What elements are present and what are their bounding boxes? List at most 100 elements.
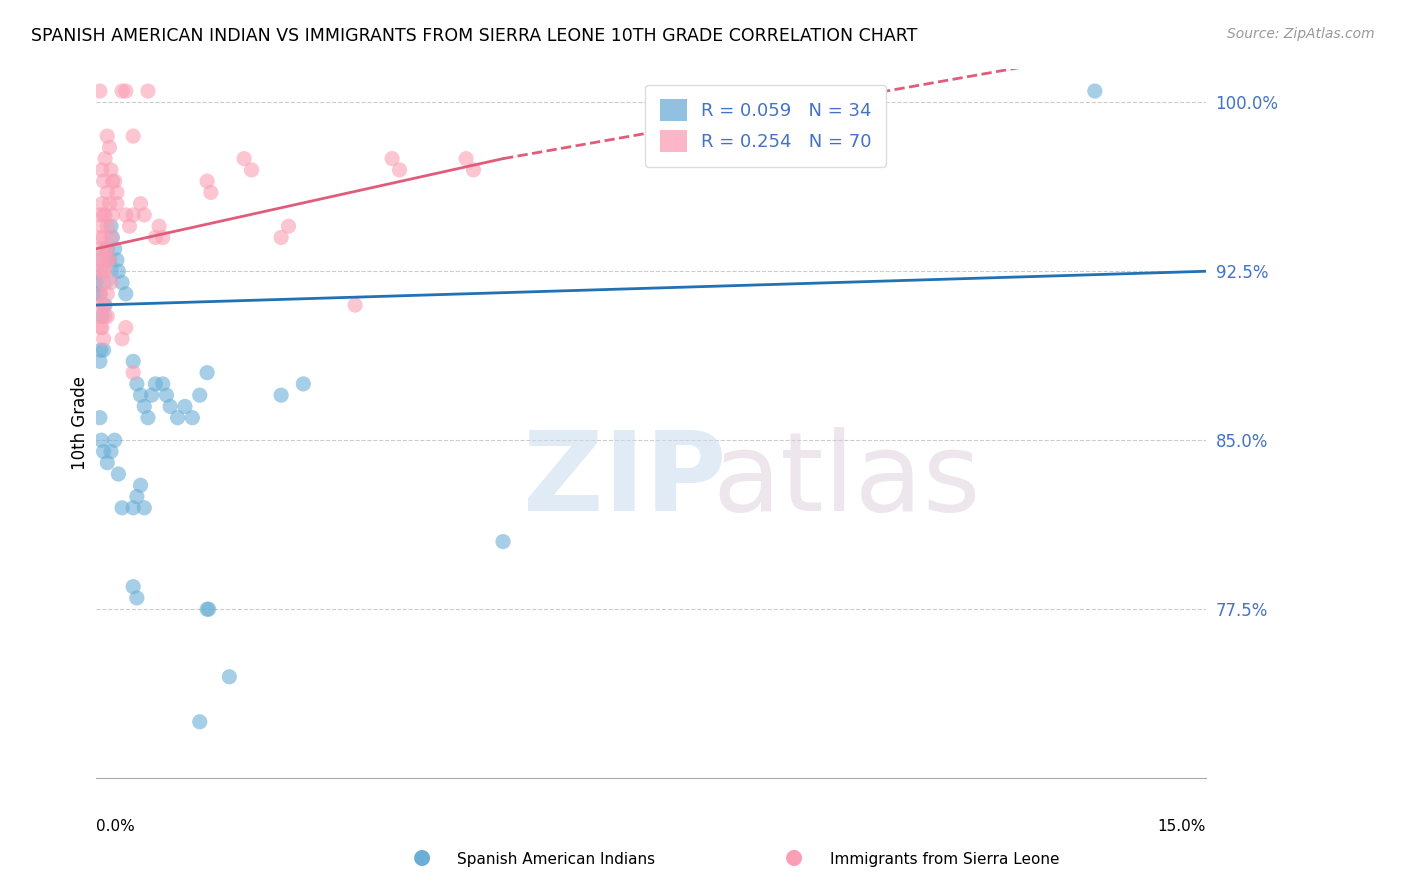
Point	[96, 242, 118, 256]
Text: Source: ZipAtlas.com: Source: ZipAtlas.com	[1227, 27, 1375, 41]
Point	[96, 286, 118, 301]
Point	[93, 343, 115, 358]
Point	[134, 500, 156, 515]
Point	[93, 332, 115, 346]
Point	[96, 186, 118, 200]
Text: Immigrants from Sierra Leone: Immigrants from Sierra Leone	[830, 852, 1059, 867]
Point	[122, 208, 145, 222]
Point	[122, 354, 145, 368]
Point	[90, 230, 112, 244]
Point	[122, 366, 145, 380]
Text: ●: ●	[413, 847, 430, 867]
Point	[122, 129, 145, 144]
Point	[91, 320, 114, 334]
Point	[100, 276, 122, 290]
Point	[463, 162, 485, 177]
Point	[89, 242, 111, 256]
Point	[114, 208, 136, 222]
Point	[344, 298, 367, 312]
Point	[96, 456, 118, 470]
Point	[84, 276, 107, 290]
Point	[104, 434, 127, 448]
Point	[152, 230, 174, 244]
Point	[129, 478, 152, 492]
Point	[98, 252, 121, 267]
Point	[100, 230, 122, 244]
Point	[270, 230, 292, 244]
Point	[136, 84, 159, 98]
Point	[89, 286, 111, 301]
Point	[94, 264, 117, 278]
Point	[145, 376, 167, 391]
Point	[270, 388, 292, 402]
Point	[292, 376, 315, 391]
Point	[141, 388, 163, 402]
Point	[89, 310, 111, 324]
Point	[89, 410, 111, 425]
Point	[98, 196, 121, 211]
Point	[96, 252, 118, 267]
Text: Spanish American Indians: Spanish American Indians	[457, 852, 655, 867]
Legend: R = 0.059   N = 34, R = 0.254   N = 70: R = 0.059 N = 34, R = 0.254 N = 70	[645, 85, 886, 167]
Point	[94, 208, 117, 222]
Point	[125, 591, 148, 605]
Point	[122, 500, 145, 515]
Point	[454, 152, 477, 166]
Point	[218, 670, 240, 684]
Point	[100, 444, 122, 458]
Point	[134, 208, 156, 222]
Point	[94, 242, 117, 256]
Point	[91, 252, 114, 267]
Point	[388, 162, 411, 177]
Y-axis label: 10th Grade: 10th Grade	[72, 376, 89, 470]
Point	[111, 276, 134, 290]
Point	[93, 298, 115, 312]
Point	[111, 500, 134, 515]
Point	[84, 286, 107, 301]
Point	[136, 410, 159, 425]
Point	[195, 602, 218, 616]
Text: SPANISH AMERICAN INDIAN VS IMMIGRANTS FROM SIERRA LEONE 10TH GRADE CORRELATION C: SPANISH AMERICAN INDIAN VS IMMIGRANTS FR…	[31, 27, 917, 45]
Point	[197, 602, 219, 616]
Point	[129, 388, 152, 402]
Point	[152, 376, 174, 391]
Point	[188, 714, 211, 729]
Text: atlas: atlas	[711, 426, 980, 533]
Point	[101, 208, 124, 222]
Point	[1084, 84, 1107, 98]
Point	[240, 162, 263, 177]
Point	[98, 252, 121, 267]
Point	[90, 320, 112, 334]
Point	[181, 410, 204, 425]
Point	[96, 242, 118, 256]
Point	[101, 174, 124, 188]
Point	[111, 84, 134, 98]
Point	[129, 196, 152, 211]
Point	[91, 310, 114, 324]
Point	[166, 410, 188, 425]
Point	[98, 140, 121, 154]
Text: ZIP: ZIP	[523, 426, 727, 533]
Point	[94, 310, 117, 324]
Point	[90, 343, 112, 358]
Point	[94, 152, 117, 166]
Point	[93, 230, 115, 244]
Point	[93, 444, 115, 458]
Point	[114, 286, 136, 301]
Point	[89, 354, 111, 368]
Point	[145, 230, 167, 244]
Point	[114, 320, 136, 334]
Point	[91, 219, 114, 234]
Point	[174, 400, 197, 414]
Point	[492, 534, 515, 549]
Point	[200, 186, 222, 200]
Point	[125, 376, 148, 391]
Point	[90, 286, 112, 301]
Point	[105, 196, 128, 211]
Point	[105, 252, 128, 267]
Point	[96, 310, 118, 324]
Point	[91, 196, 114, 211]
Point	[114, 84, 136, 98]
Point	[91, 298, 114, 312]
Point	[105, 186, 128, 200]
